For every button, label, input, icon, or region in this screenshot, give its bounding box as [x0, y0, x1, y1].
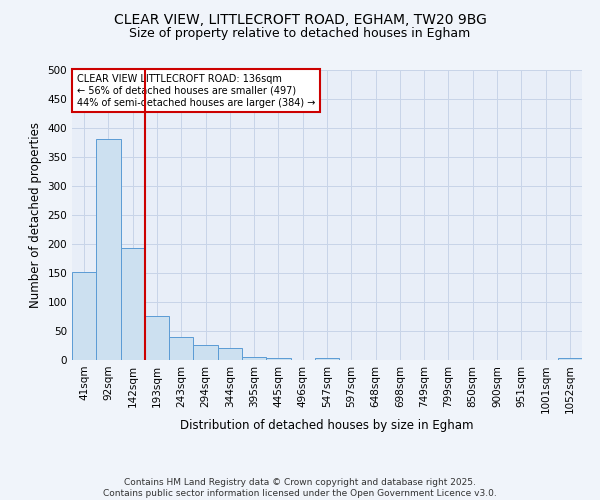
Bar	[145, 316, 169, 360]
Bar	[558, 358, 582, 360]
Bar	[169, 338, 193, 360]
Bar	[72, 272, 96, 360]
Text: CLEAR VIEW LITTLECROFT ROAD: 136sqm
← 56% of detached houses are smaller (497)
4: CLEAR VIEW LITTLECROFT ROAD: 136sqm ← 56…	[77, 74, 316, 108]
Text: Size of property relative to detached houses in Egham: Size of property relative to detached ho…	[130, 28, 470, 40]
Text: CLEAR VIEW, LITTLECROFT ROAD, EGHAM, TW20 9BG: CLEAR VIEW, LITTLECROFT ROAD, EGHAM, TW2…	[113, 12, 487, 26]
Bar	[242, 356, 266, 360]
Bar	[218, 348, 242, 360]
Bar	[315, 358, 339, 360]
Text: Contains HM Land Registry data © Crown copyright and database right 2025.
Contai: Contains HM Land Registry data © Crown c…	[103, 478, 497, 498]
Bar	[121, 248, 145, 360]
Bar	[193, 345, 218, 360]
Y-axis label: Number of detached properties: Number of detached properties	[29, 122, 42, 308]
Bar	[96, 139, 121, 360]
Bar	[266, 358, 290, 360]
X-axis label: Distribution of detached houses by size in Egham: Distribution of detached houses by size …	[180, 419, 474, 432]
